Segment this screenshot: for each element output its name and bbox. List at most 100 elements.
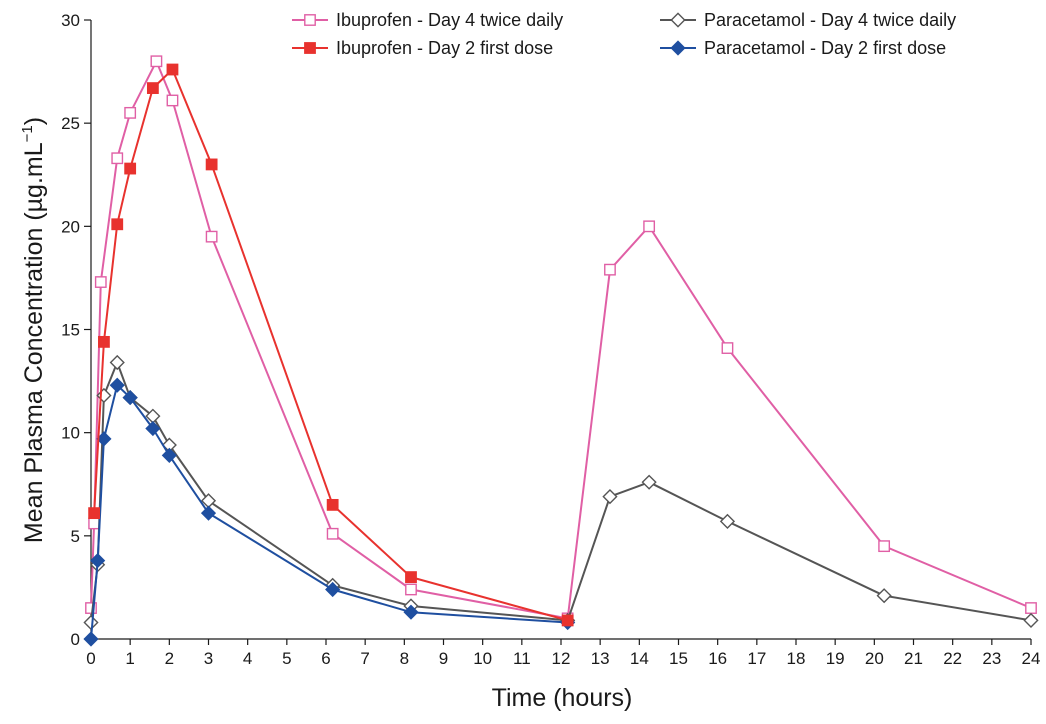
legend-entry: Ibuprofen - Day 4 twice daily — [292, 10, 563, 30]
x-tick-label: 16 — [708, 649, 727, 668]
legend-marker — [670, 40, 686, 56]
axes-layer: 0 1 2 3 4 5 6 7 8 9 10 11 12 13 14 15 16 17 18 19 20 21 22 23 24… — [61, 11, 1040, 668]
x-tick-label: 2 — [165, 649, 174, 668]
y-axis-title-main: Mean Plasma Concentration (µg.mL — [20, 142, 48, 543]
data-point — [719, 513, 736, 529]
data-point — [166, 94, 179, 107]
y-tick-label: 30 — [61, 11, 80, 30]
data-point — [83, 631, 99, 647]
legend: Ibuprofen - Day 4 twice daily Paracetamol… — [292, 10, 956, 58]
data-point — [111, 218, 124, 231]
data-point — [122, 390, 138, 406]
y-tick-label: 5 — [71, 527, 80, 546]
data-point — [146, 82, 159, 94]
data-point — [83, 614, 99, 631]
data-point — [641, 474, 657, 490]
data-point — [604, 263, 616, 276]
series-1 — [85, 55, 1037, 625]
data-point — [205, 230, 218, 243]
data-point — [200, 505, 217, 521]
data-point — [205, 158, 218, 171]
x-tick-label: 23 — [982, 649, 1001, 668]
y-tick-label: 0 — [71, 630, 80, 649]
y-tick-label: 25 — [61, 114, 80, 133]
data-point — [643, 220, 656, 233]
legend-entry: Paracetamol - Day 2 first dose — [660, 38, 946, 58]
data-point — [876, 588, 892, 604]
x-tick-label: 21 — [904, 649, 923, 668]
data-point — [85, 602, 97, 614]
x-tick-label: 9 — [439, 649, 448, 668]
x-tick-label: 4 — [243, 649, 252, 668]
data-point — [94, 276, 107, 288]
data-point — [1025, 602, 1037, 614]
legend-marker — [304, 14, 316, 26]
data-point — [166, 63, 179, 76]
data-point — [109, 354, 125, 371]
x-tick-label: 12 — [552, 649, 571, 668]
data-point — [721, 342, 734, 354]
data-point — [1023, 612, 1039, 629]
data-point — [96, 431, 112, 447]
legend-label: Paracetamol - Day 4 twice daily — [704, 10, 956, 30]
data-point — [90, 553, 106, 569]
legend-entry: Ibuprofen - Day 2 first dose — [292, 38, 553, 58]
data-point — [326, 498, 339, 511]
x-tick-label: 6 — [321, 649, 330, 668]
x-tick-label: 15 — [669, 649, 688, 668]
legend-label: Ibuprofen - Day 4 twice daily — [336, 10, 563, 30]
y-axis-title-close: ) — [20, 117, 48, 125]
data-point — [150, 55, 163, 68]
data-point — [403, 604, 419, 620]
x-axis-title: Time (hours) — [492, 684, 633, 712]
legend-entry: Paracetamol - Day 4 twice daily — [660, 10, 956, 30]
data-point — [561, 614, 574, 627]
series-2 — [88, 63, 574, 627]
x-tick-label: 11 — [513, 649, 531, 668]
data-point — [124, 106, 137, 119]
x-tick-label: 1 — [125, 649, 134, 668]
data-point — [405, 583, 417, 596]
x-tick-label: 5 — [282, 649, 291, 668]
series-3 — [83, 354, 1039, 631]
data-point — [88, 517, 101, 530]
x-tick-label: 17 — [747, 649, 766, 668]
data-point — [98, 335, 110, 348]
data-point — [878, 540, 891, 553]
data-point — [325, 581, 341, 598]
x-tick-label: 14 — [630, 649, 649, 668]
data-point — [124, 162, 137, 175]
x-tick-label: 22 — [943, 649, 962, 668]
legend-marker — [670, 12, 686, 28]
x-tick-label: 24 — [1022, 649, 1041, 668]
x-tick-label: 10 — [473, 649, 492, 668]
data-point — [145, 420, 161, 437]
series-line — [90, 361, 1032, 623]
data-point — [109, 377, 125, 393]
y-axis-title: Mean Plasma Concentration (µg.mL−1) — [19, 117, 48, 543]
series-line — [93, 68, 568, 622]
x-tick-label: 19 — [826, 649, 845, 668]
data-point — [111, 152, 124, 165]
data-point — [88, 507, 101, 520]
data-point — [326, 527, 339, 540]
data-point — [405, 571, 417, 584]
x-tick-label: 3 — [204, 649, 213, 668]
y-tick-label: 15 — [61, 321, 80, 340]
x-tick-label: 20 — [865, 649, 884, 668]
legend-label: Paracetamol - Day 2 first dose — [704, 38, 946, 58]
series-line — [90, 60, 1032, 620]
y-tick-label: 20 — [61, 217, 80, 236]
data-point — [161, 447, 177, 463]
x-tick-label: 7 — [360, 649, 369, 668]
x-tick-label: 18 — [787, 649, 806, 668]
y-axis-title-superscript: −1 — [19, 125, 36, 142]
legend-label: Ibuprofen - Day 2 first dose — [336, 38, 553, 58]
data-point — [96, 387, 112, 404]
y-tick-label: 10 — [61, 424, 80, 443]
series-layer — [83, 55, 1039, 647]
x-tick-label: 13 — [591, 649, 610, 668]
data-point — [602, 489, 618, 505]
